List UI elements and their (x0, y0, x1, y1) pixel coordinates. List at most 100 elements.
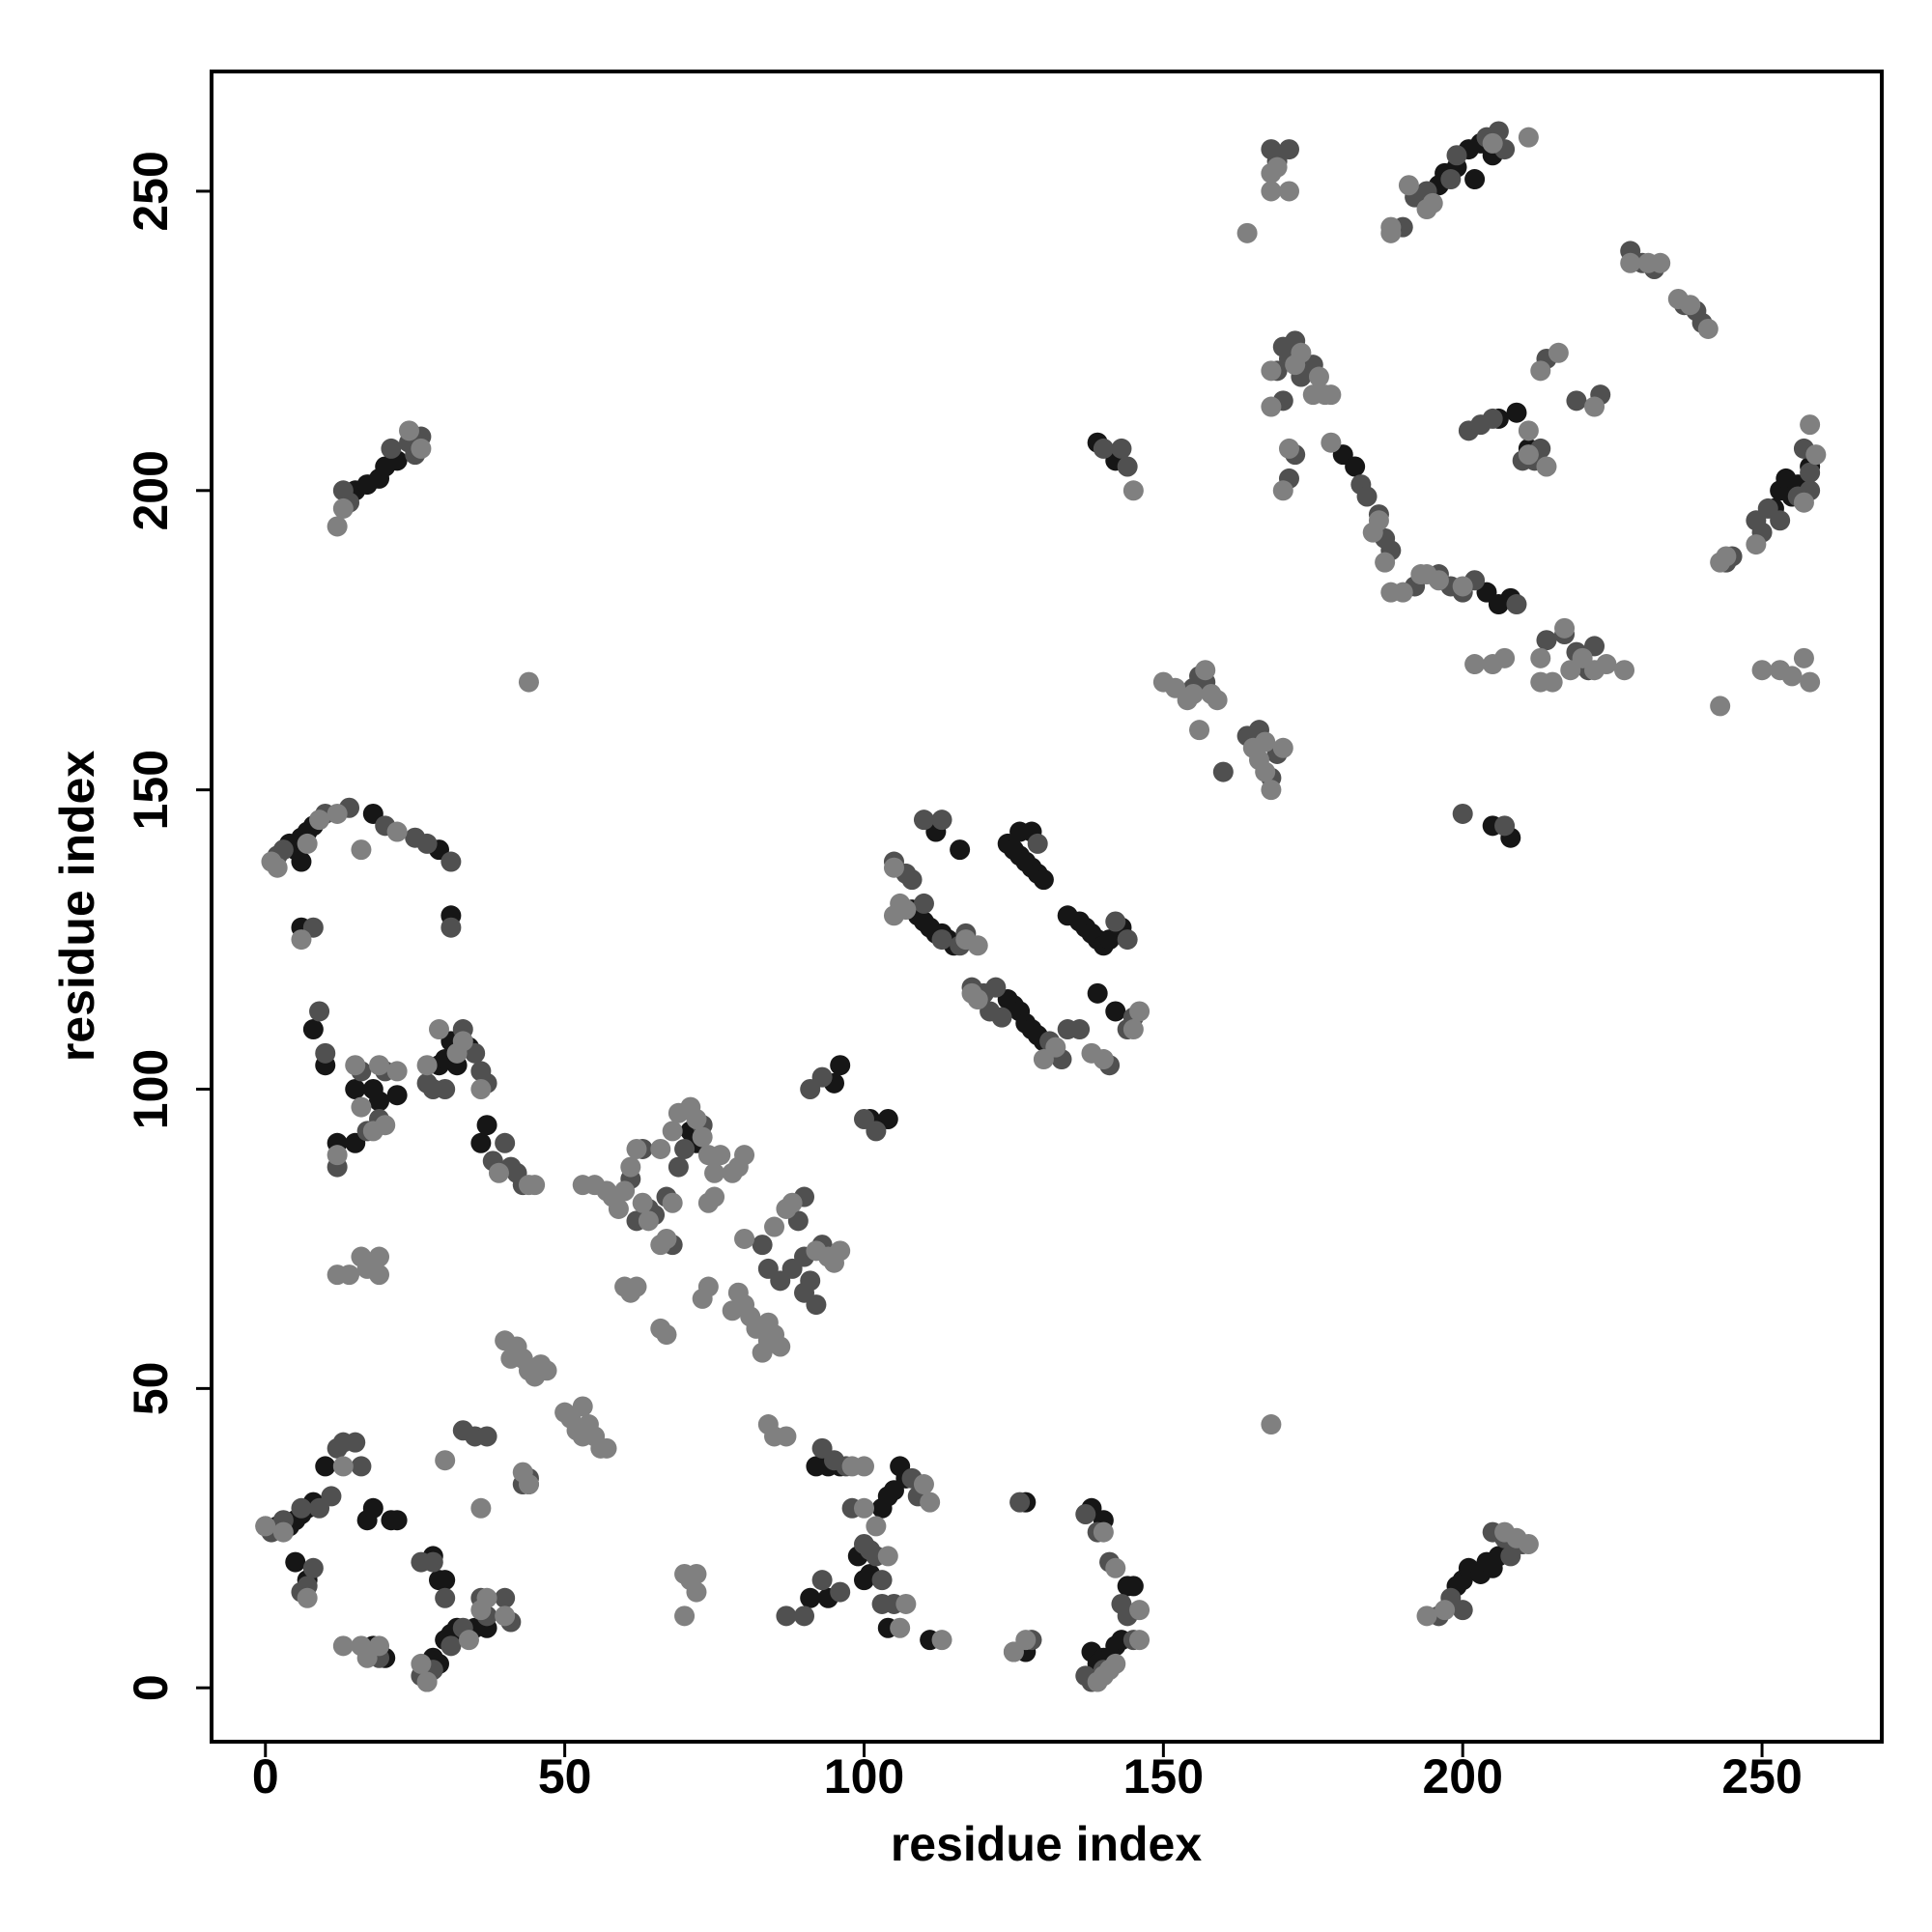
contact-point (1614, 660, 1635, 681)
contact-point (830, 1055, 851, 1076)
contact-point (890, 1617, 911, 1638)
contact-point (800, 1587, 821, 1608)
contact-point (272, 1521, 294, 1543)
contact-point (1105, 1557, 1126, 1578)
contact-point (1261, 360, 1282, 382)
contact-point (1452, 1600, 1473, 1621)
contact-point (1105, 1653, 1126, 1674)
contact-point (692, 1126, 713, 1148)
contact-point (1584, 396, 1605, 417)
contact-point (1800, 462, 1821, 483)
contact-point (381, 438, 402, 459)
contact-point (1518, 420, 1539, 441)
contact-point (1446, 145, 1467, 166)
contact-point (1345, 456, 1366, 477)
x-tick-label: 200 (1422, 1749, 1502, 1804)
contact-point (811, 1066, 833, 1088)
contact-point (1261, 181, 1282, 202)
contact-point (674, 1138, 696, 1159)
contact-point (883, 857, 904, 878)
contact-point (369, 1246, 390, 1267)
contact-point (686, 1581, 707, 1603)
contact-point (327, 516, 348, 537)
contact-point (1800, 414, 1821, 436)
contact-point (1494, 815, 1516, 837)
contact-point (656, 1324, 677, 1346)
contact-point (345, 1079, 366, 1100)
contact-point (1272, 480, 1293, 501)
x-tick-label: 50 (538, 1749, 592, 1804)
contact-point (1770, 510, 1791, 531)
contact-point (1308, 366, 1329, 387)
contact-point (518, 1474, 539, 1495)
contact-point (1554, 617, 1576, 639)
contact-point (1045, 1037, 1066, 1058)
contact-point (811, 1570, 833, 1591)
contact-point (369, 1264, 390, 1286)
contact-point (1680, 295, 1701, 316)
contact-point (309, 1001, 330, 1022)
contact-point (776, 1605, 797, 1627)
y-tick-label: 200 (124, 450, 178, 530)
contact-point (1494, 647, 1516, 668)
contact-point (1261, 396, 1282, 417)
contact-point (1093, 1521, 1114, 1543)
contact-point (351, 1096, 372, 1118)
contact-point (1482, 132, 1503, 154)
contact-point (950, 839, 971, 861)
contact-point (770, 1336, 791, 1357)
contact-point (1650, 252, 1671, 273)
contact-point (315, 1042, 336, 1064)
contact-point (1548, 342, 1569, 363)
contact-point (495, 1605, 516, 1627)
contact-point (386, 1085, 408, 1106)
contact-point (1518, 1533, 1539, 1554)
contact-point (991, 1007, 1012, 1028)
contact-point (1542, 671, 1563, 693)
contact-point (332, 1635, 354, 1657)
contact-point (656, 1228, 677, 1249)
contact-point (572, 1396, 593, 1417)
contact-point (1261, 1414, 1282, 1435)
contact-point (752, 1342, 773, 1363)
contact-point (1416, 1605, 1437, 1627)
contact-point (1710, 696, 1731, 717)
contact-point (386, 1510, 408, 1531)
contact-point (399, 420, 420, 441)
contact-point (339, 1264, 360, 1286)
contact-point (1392, 582, 1413, 603)
contact-point (1117, 456, 1138, 477)
contact-point (632, 1192, 653, 1213)
contact-point (1255, 731, 1276, 753)
x-tick-label: 0 (252, 1749, 279, 1804)
contact-point (1093, 1049, 1114, 1070)
y-tick-label: 250 (124, 151, 178, 231)
contact-point (536, 1360, 557, 1381)
contact-point (1255, 761, 1276, 782)
contact-point (1464, 654, 1486, 675)
contact-point (1464, 169, 1486, 190)
contact-point (1105, 1001, 1126, 1022)
contact-point (315, 1456, 336, 1477)
contact-point (866, 1516, 887, 1537)
contact-point (1129, 1001, 1151, 1022)
contact-point (1422, 192, 1443, 213)
contact-point (332, 497, 354, 519)
contact-point (1266, 156, 1288, 178)
contact-point (440, 851, 462, 872)
contact-point (1111, 438, 1132, 459)
contact-point (776, 1426, 797, 1447)
contact-point (692, 1288, 713, 1309)
contact-point (1398, 175, 1419, 196)
x-axis-title: residue index (891, 1817, 1203, 1871)
contact-point (1793, 492, 1814, 513)
contact-point (727, 1282, 749, 1303)
contact-point (476, 1587, 497, 1608)
contact-point (495, 1132, 516, 1153)
contact-point (1087, 982, 1108, 1004)
contact-point (860, 1540, 881, 1561)
contact-point (608, 1198, 629, 1219)
contact-point (1482, 408, 1503, 429)
contact-point (1805, 444, 1827, 466)
contact-point (1536, 630, 1557, 651)
